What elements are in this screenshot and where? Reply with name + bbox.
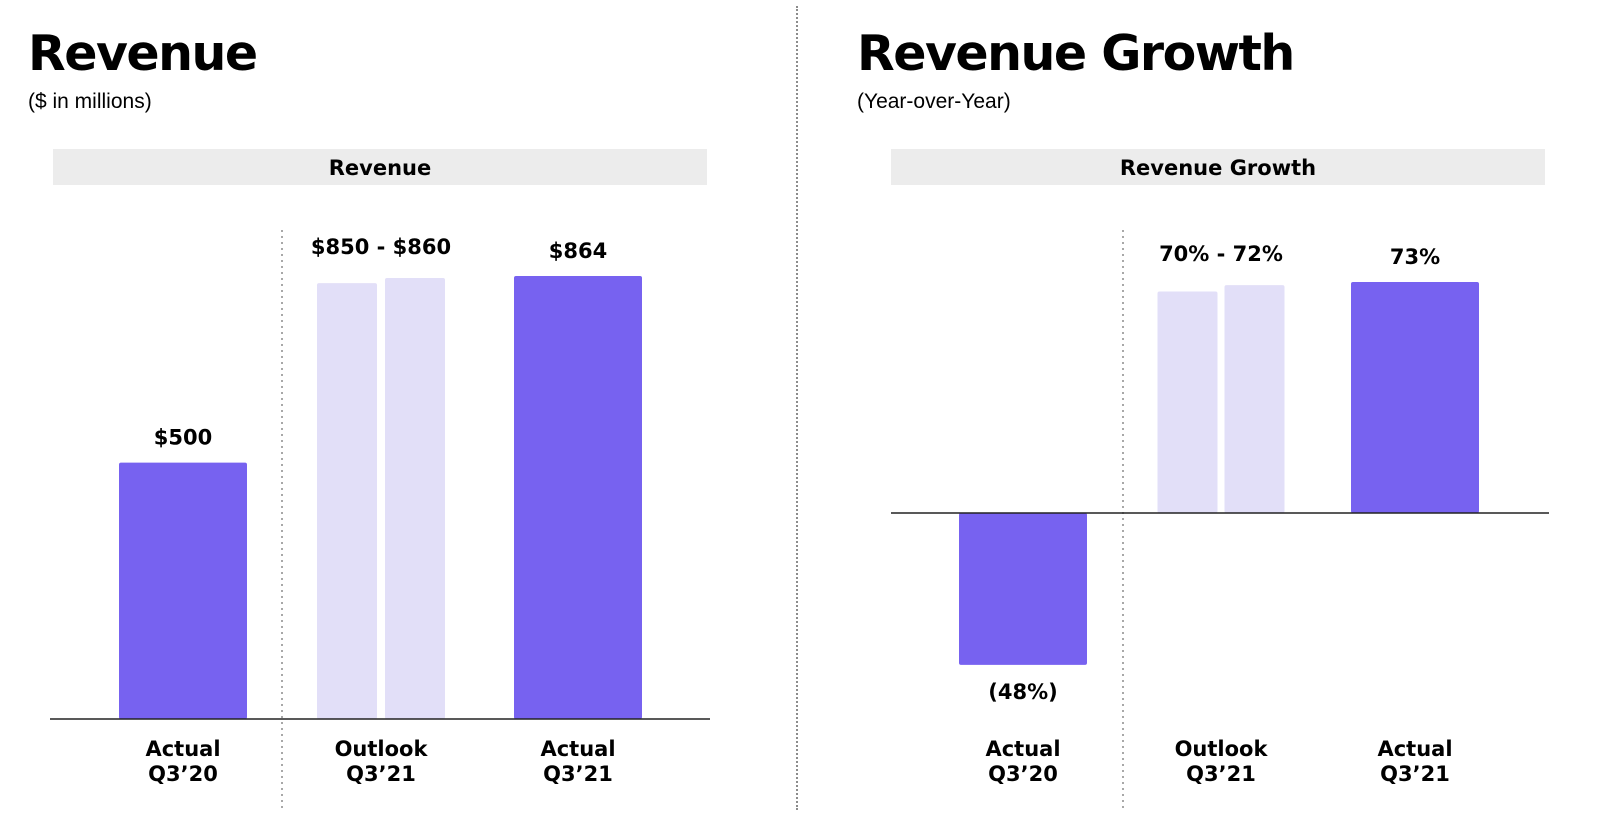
revenue-category-label-0-1: Q3’20	[148, 762, 218, 786]
revenue-growth-chart-title: Revenue Growth	[1120, 156, 1316, 180]
revenue-bar-3	[514, 276, 642, 719]
revenue-category-label-1-1: Q3’21	[346, 762, 416, 786]
revenue-growth-chart: Revenue Growth(48%)70% - 72% 73%ActualQ3’…	[891, 149, 1549, 812]
revenue-growth-category-label-2-0: Actual	[1377, 737, 1452, 761]
revenue-growth-category-label-1-1: Q3’21	[1186, 762, 1256, 786]
revenue-category-label-0-0: Actual	[145, 737, 220, 761]
revenue-bar-0	[119, 462, 247, 719]
revenue-growth-chart-title-band	[891, 149, 1545, 185]
revenue-chart-title: Revenue	[329, 156, 432, 180]
revenue-chart-title-band	[53, 149, 707, 185]
revenue-growth-data-label-2: 73%	[1390, 245, 1440, 269]
revenue-growth-category-label-0-1: Q3’20	[988, 762, 1058, 786]
revenue-category-label-2-0: Actual	[540, 737, 615, 761]
panel-divider	[796, 6, 798, 810]
revenue-chart: Revenue$500$850 - $860 $864ActualQ3’20Out…	[50, 149, 710, 812]
revenue-category-label-1-0: Outlook	[335, 737, 429, 761]
revenue-growth-category-label-2-1: Q3’21	[1380, 762, 1450, 786]
revenue-panel: Revenue ($ in millions) Revenue $500 $850 …	[28, 25, 710, 812]
revenue-bar-1	[317, 283, 377, 719]
revenue-growth-bar-2	[1224, 285, 1285, 513]
revenue-bar-2	[385, 278, 445, 719]
revenue-growth-data-label-1: 70% - 72%	[1159, 242, 1283, 266]
revenue-data-label-2: $864	[549, 239, 607, 263]
revenue-growth-bar-1	[1157, 291, 1218, 513]
revenue-growth-panel: Revenue Growth (Year-over-Year) Revenue …	[805, 0, 1600, 817]
revenue-growth-category-label-1-0: Outlook	[1175, 737, 1269, 761]
revenue-growth-data-label-0: (48%)	[988, 680, 1057, 704]
revenue-category-label-2-1: Q3’21	[543, 762, 613, 786]
revenue-growth-bar-0	[959, 513, 1087, 665]
revenue-data-label-1: $850 - $860	[311, 235, 451, 259]
revenue-growth-bar-3	[1351, 282, 1479, 513]
revenue-subheading: ($ in millions)	[28, 90, 152, 113]
revenue-growth-subheading: (Year-over-Year)	[857, 90, 1011, 113]
revenue-data-label-0: $500	[154, 426, 212, 450]
revenue-growth-category-label-0-0: Actual	[985, 737, 1060, 761]
revenue-heading: Revenue	[28, 25, 258, 82]
revenue-growth-heading: Revenue Growth	[857, 25, 1295, 82]
